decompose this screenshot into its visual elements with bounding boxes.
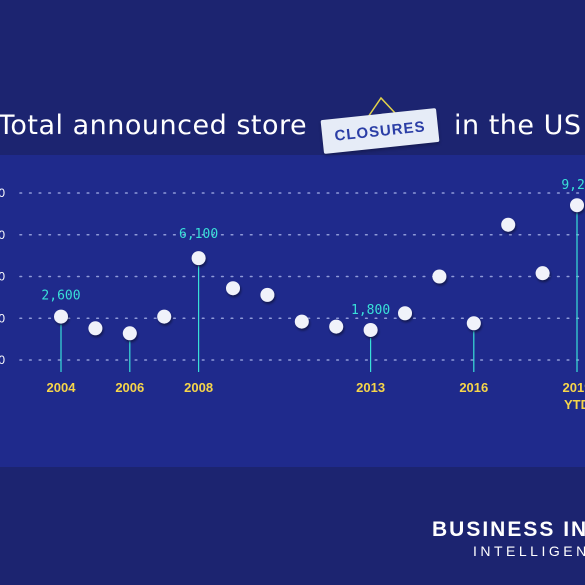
x-tick-label: 2008 [184, 380, 213, 395]
x-tick-label: 2006 [115, 380, 144, 395]
data-label: 1,800 [351, 303, 390, 318]
data-point [398, 306, 412, 321]
data-point [363, 322, 378, 337]
logo-line-1: BUSINESS IN [432, 518, 585, 541]
closures-sign: CLOSURES [318, 96, 444, 156]
y-tick-label: 0 [0, 186, 5, 200]
x-tick-label: 2004 [47, 380, 77, 395]
chart-panel [0, 155, 585, 467]
title-before: Total announced store [0, 110, 308, 141]
x-tick-label: 2016 [459, 380, 488, 395]
y-tick-label: 0 [0, 228, 5, 242]
logo-line-2: INTELLIGEN [473, 543, 585, 559]
y-tick-label: 0 [0, 353, 5, 367]
data-point [191, 251, 206, 266]
data-label: 9,27 [561, 178, 585, 193]
data-point [466, 316, 481, 331]
data-point [501, 217, 516, 232]
sign-hanger-icon [365, 96, 397, 121]
title-after: in the US [454, 110, 582, 141]
data-point [432, 269, 447, 284]
y-tick-label: 0 [0, 270, 5, 284]
data-point [329, 319, 344, 334]
x-tick-sublabel: YTD [564, 397, 585, 412]
data-point [54, 309, 68, 324]
data-point [226, 281, 240, 296]
business-insider-logo: BUSINESS IN INTELLIGEN [432, 518, 585, 559]
data-point [535, 266, 550, 281]
x-tick-label: 2019 [563, 380, 585, 395]
data-point [294, 314, 309, 329]
data-label: 2,600 [41, 289, 80, 304]
data-point [122, 326, 137, 341]
y-tick-label: 0 [0, 311, 5, 325]
data-point [260, 287, 275, 302]
data-point [570, 198, 584, 213]
data-point [88, 321, 103, 336]
data-point [157, 309, 172, 324]
x-tick-label: 2013 [356, 380, 385, 395]
data-label: 6,100 [179, 227, 218, 242]
